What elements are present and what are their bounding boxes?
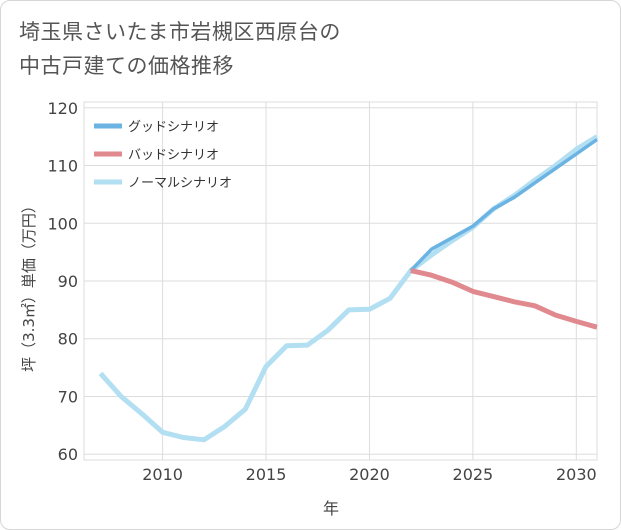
y-tick-label: 100	[47, 214, 78, 233]
x-tick-label: 2030	[556, 465, 597, 484]
y-tick-label: 120	[47, 99, 78, 118]
series-line-bad	[410, 268, 598, 330]
axes: 2010 2015 2020 2025 2030 60 70 80 90 100 110 120	[47, 99, 596, 484]
chart-title: 埼玉県さいたま市岩槻区西原台の 中古戸建ての価格推移	[19, 15, 579, 83]
chart-title-line1: 埼玉県さいたま市岩槻区西原台の	[19, 20, 341, 44]
chart-title-line2: 中古戸建ての価格推移	[19, 54, 234, 78]
x-tick-label: 2025	[453, 465, 494, 484]
grid-lines	[83, 101, 598, 461]
y-tick-label: 80	[58, 330, 78, 349]
y-tick-label: 90	[58, 272, 78, 291]
x-tick-label: 2020	[349, 465, 390, 484]
legend-label: バッドシナリオ	[128, 148, 219, 163]
x-axis-label: 年	[323, 499, 339, 518]
legend-label: グッドシナリオ	[128, 120, 219, 135]
x-tick-label: 2010	[142, 465, 183, 484]
y-tick-label: 110	[47, 157, 78, 176]
series-lines	[98, 134, 599, 443]
y-tick-label: 60	[58, 445, 78, 464]
x-tick-label: 2015	[246, 465, 287, 484]
y-axis-label: 坪（3.3㎡）単価（万円）	[20, 198, 38, 372]
y-tick-label: 70	[58, 387, 78, 406]
series-line-good	[409, 138, 599, 272]
legend-label: ノーマルシナリオ	[128, 176, 232, 191]
